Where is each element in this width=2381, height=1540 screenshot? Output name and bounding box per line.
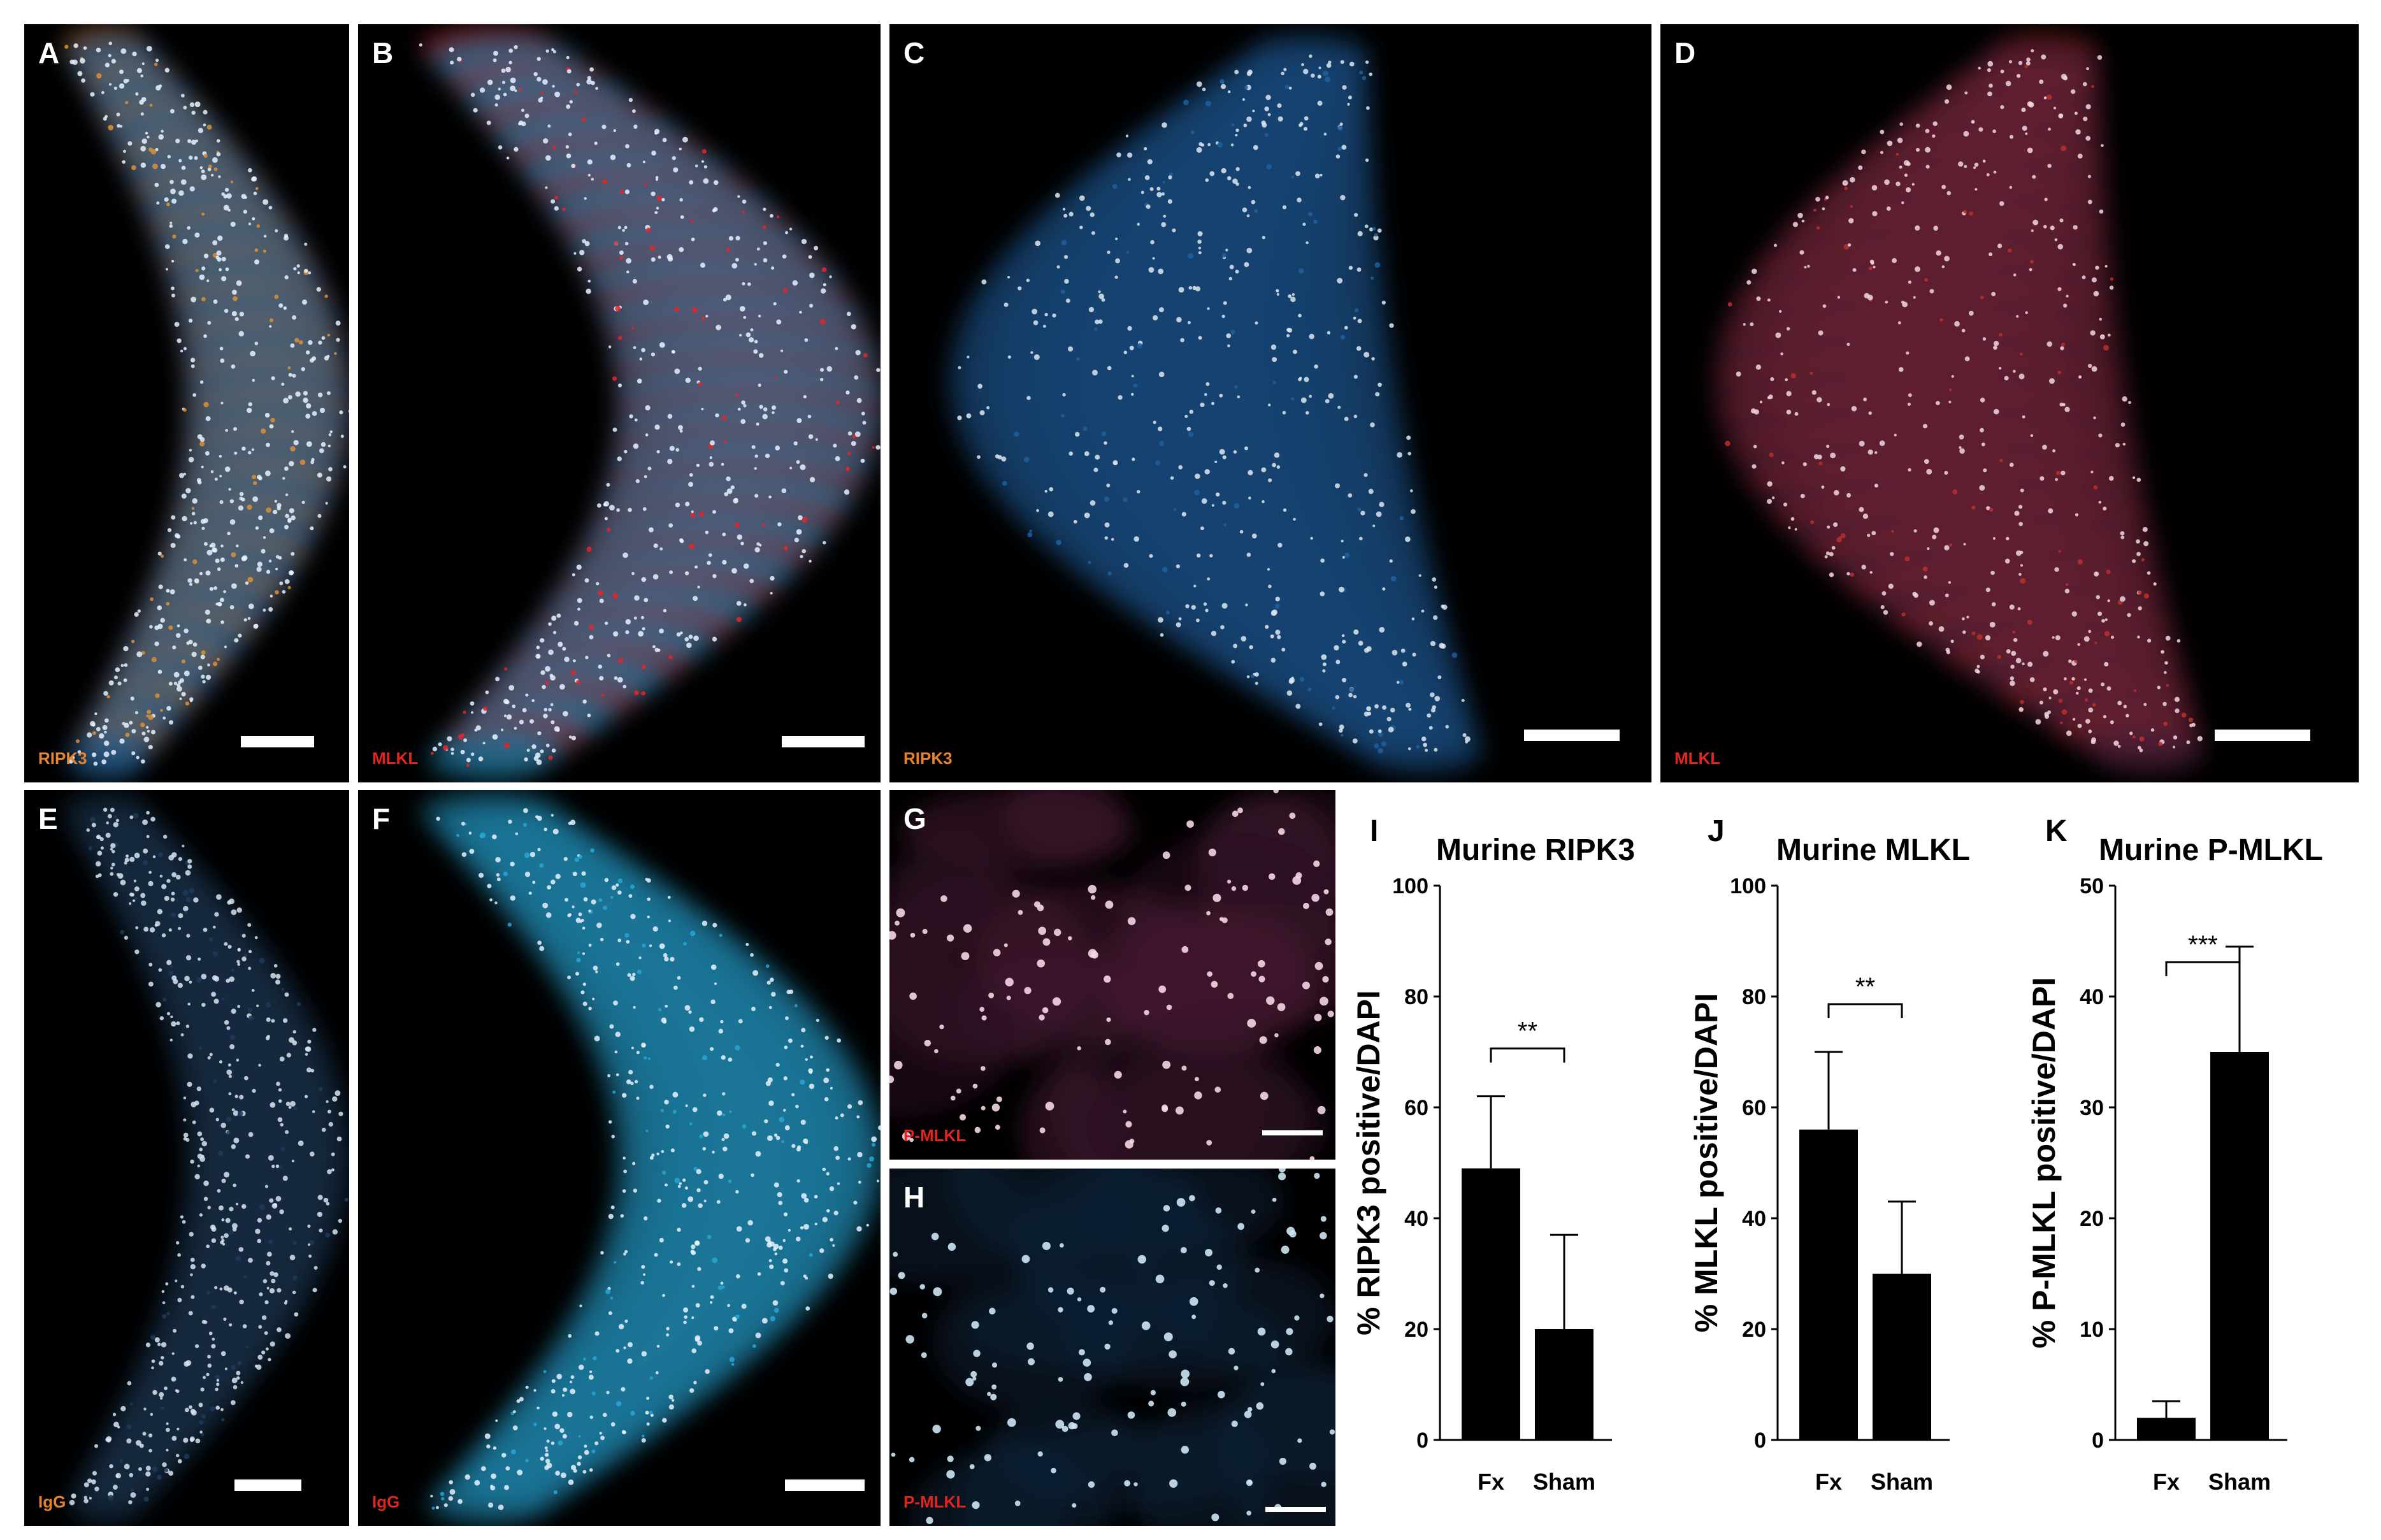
panel-c: C RIPK3 [889,24,1651,782]
panel-d-label: D [1674,36,1696,69]
y-tick-label: 60 [1404,1096,1428,1120]
scale-bar [1524,730,1620,741]
panel-e: E IgG [24,790,349,1526]
bar-chart-mlkl: J Murine MLKL % MLKL positive/DAPI 0 20 40 60 8… [1688,814,1970,1495]
panel-d: D MLKL [1660,24,2359,782]
significance-bracket [1490,1047,1565,1063]
panel-c-stain-label: RIPK3 [903,749,953,768]
bar [1799,1129,1858,1440]
panel-c-label: C [903,36,925,69]
y-axis-label: % P-MLKL positive/DAPI [2026,977,2062,1348]
micrograph-g [889,790,1335,1160]
category-label: Fx [1815,1469,1842,1495]
micrograph-a [62,24,349,782]
y-axis-label: % MLKL positive/DAPI [1688,993,1724,1332]
bar [2137,1418,2196,1440]
scale-bar [234,1479,301,1491]
chart-title: Murine P-MLKL [2099,833,2323,867]
panel-b: B MLKL [358,24,881,782]
y-tick-label: 40 [1404,1207,1428,1231]
micrograph-h [889,1169,1335,1526]
category-label: Sham [1533,1469,1595,1495]
y-tick-label: 20 [1742,1318,1766,1342]
micrograph-b [419,24,881,782]
scale-bar [2215,730,2310,741]
chart-title: Murine RIPK3 [1436,833,1635,867]
panel-b-stain-label: MLKL [372,749,419,768]
significance-bracket [1827,1003,1903,1018]
y-tick-label: 100 [1730,874,1766,898]
category-label: Sham [1871,1469,1933,1495]
panel-a: A RIPK3 [24,24,349,782]
y-tick-label: 40 [2080,985,2104,1009]
panel-e-stain-label: IgG [38,1492,66,1511]
panel-a-label: A [38,36,60,69]
y-tick-label: 20 [2080,1207,2104,1231]
category-label: Fx [1478,1469,1504,1495]
significance-marker: *** [2188,931,2218,959]
y-axis-label: % RIPK3 positive/DAPI [1351,990,1386,1335]
y-tick-label: 30 [2080,1096,2104,1120]
panel-h-stain-label: P-MLKL [903,1492,967,1511]
y-tick-label: 0 [1754,1428,1766,1453]
scale-bar [785,1479,865,1491]
scale-bar [241,736,314,747]
bar [1873,1274,1931,1440]
significance-bracket [2165,961,2241,976]
y-tick-label: 80 [1742,985,1766,1009]
panel-h: H P-MLKL [889,1169,1335,1526]
chart-title: Murine MLKL [1776,833,1970,867]
significance-marker: ** [1855,973,1875,1001]
y-tick-label: 100 [1392,874,1428,898]
micrograph-f [419,790,881,1526]
panel-d-stain-label: MLKL [1674,749,1721,768]
chart-letter: I [1370,814,1378,848]
panel-h-label: H [903,1181,925,1214]
y-tick-label: 20 [1404,1318,1428,1342]
chart-letter: J [1708,814,1725,848]
panel-f: F IgG [358,790,881,1526]
chart-letter: K [2045,814,2068,848]
micrograph-c [944,31,1484,775]
bar [2210,1052,2269,1440]
y-tick-label: 50 [2080,874,2104,898]
micrograph-d [1711,31,2205,775]
panel-f-label: F [372,802,391,835]
panel-g-label: G [903,802,926,835]
category-label: Sham [2208,1469,2271,1495]
bar-chart-p-mlkl: K Murine P-MLKL % P-MLKL positive/DAPI 0 10 2… [2026,814,2323,1495]
bar [1462,1168,1520,1440]
scale-bar [1265,1507,1326,1512]
panel-a-stain-label: RIPK3 [38,749,87,768]
bar [1535,1329,1593,1440]
y-tick-label: 0 [1416,1428,1428,1453]
panel-f-stain-label: IgG [372,1492,400,1511]
panel-b-label: B [372,36,394,69]
category-label: Fx [2153,1469,2180,1495]
panel-e-label: E [38,802,58,835]
y-tick-label: 40 [1742,1207,1766,1231]
bar-chart-ripk3: I Murine RIPK3 % RIPK3 positive/DAPI 0 20 40 6… [1351,814,1635,1495]
significance-marker: ** [1518,1018,1537,1046]
y-tick-label: 10 [2080,1318,2104,1342]
panel-g: G P-MLKL [889,790,1335,1160]
chart-j: J Murine MLKL % MLKL positive/DAPI 0 20 40 60 8… [1682,790,2013,1523]
scale-bar [1262,1130,1323,1135]
chart-k: K Murine P-MLKL % P-MLKL positive/DAPI 0 10 2… [2020,790,2351,1523]
y-tick-label: 0 [2092,1428,2104,1453]
y-tick-label: 60 [1742,1096,1766,1120]
scale-bar [782,736,865,747]
micrograph-e [62,790,349,1526]
panel-g-stain-label: P-MLKL [903,1126,967,1145]
y-tick-label: 80 [1404,985,1428,1009]
chart-i: I Murine RIPK3 % RIPK3 positive/DAPI 0 20 40 6… [1344,790,1676,1523]
